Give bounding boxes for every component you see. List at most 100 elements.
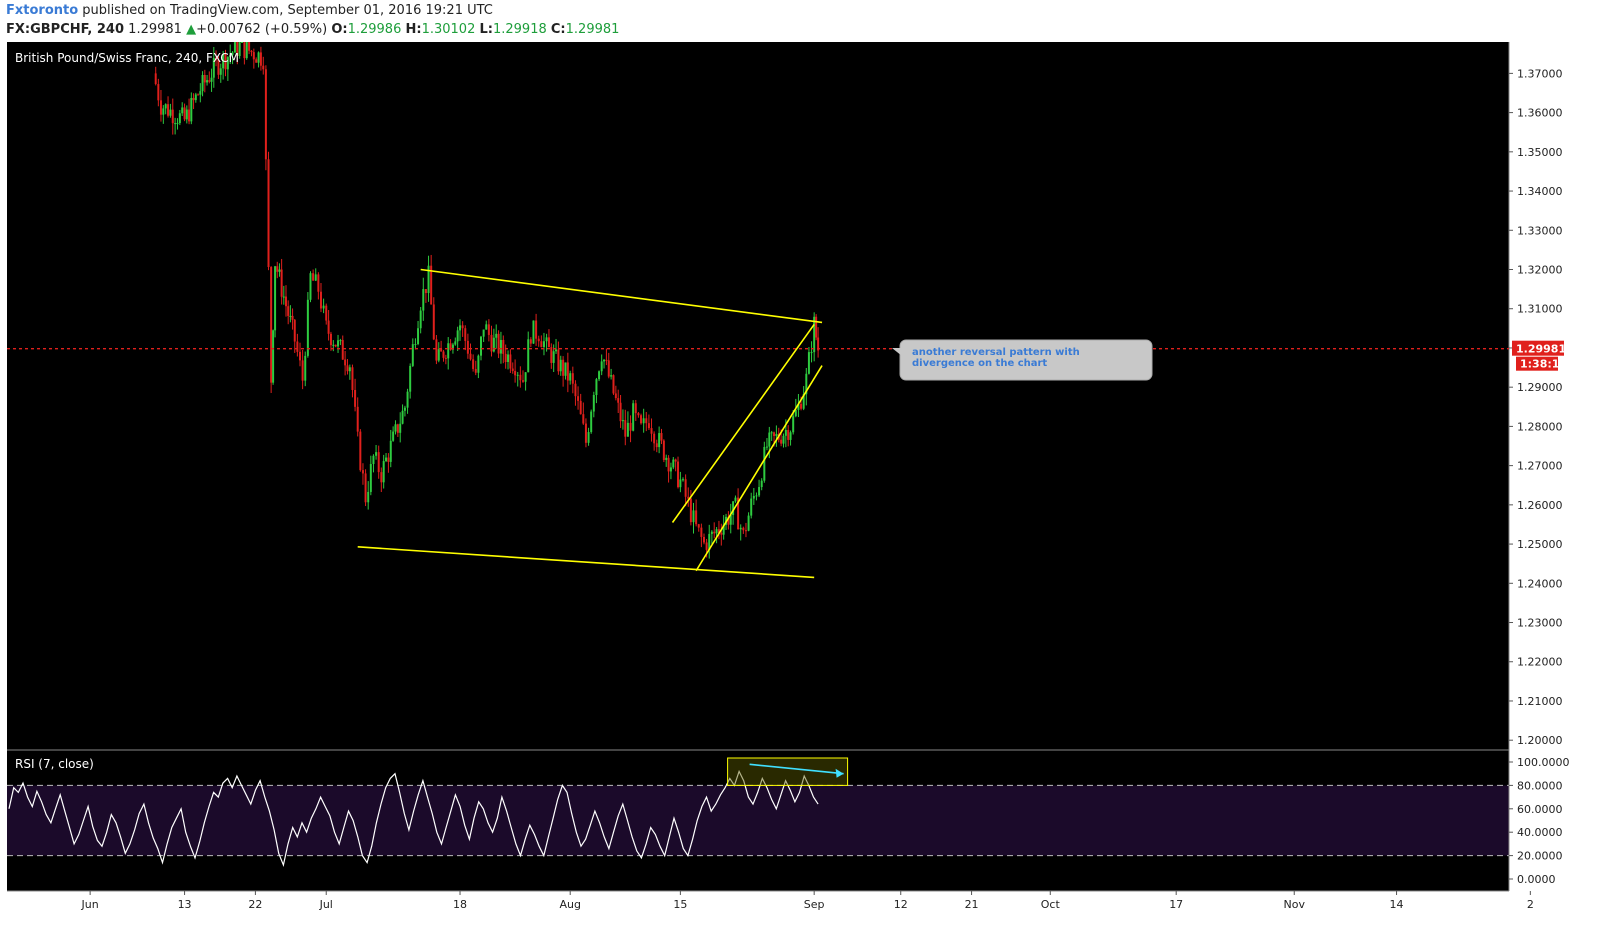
price-tick-label: 1.20000: [1517, 734, 1563, 747]
candle-body: [461, 325, 464, 329]
candle-body: [672, 459, 675, 468]
candle-body: [610, 375, 613, 377]
candle-body: [199, 91, 202, 95]
candle-body: [466, 340, 469, 354]
candle-body: [547, 337, 550, 348]
candle-body: [780, 439, 783, 444]
candle-body: [545, 337, 548, 342]
countdown-marker: [1516, 356, 1558, 371]
candle-body: [477, 355, 480, 373]
rsi-line: [8, 769, 819, 868]
candle-body: [637, 413, 640, 416]
candle-body: [259, 52, 262, 66]
candle-body: [598, 371, 601, 380]
author-link[interactable]: Fxtoronto: [6, 3, 79, 18]
candle-body: [181, 107, 184, 114]
candles-group: [7, 42, 1509, 559]
price-tick-label: 1.33000: [1517, 224, 1563, 237]
candle-body: [185, 109, 188, 120]
price-tick-label: 1.26000: [1517, 499, 1563, 512]
candle-body: [351, 367, 354, 390]
candle-body: [742, 527, 745, 531]
rsi-tick-label: 0.0000: [1517, 873, 1556, 886]
candle-body: [304, 355, 307, 381]
candle-body: [524, 372, 527, 382]
trendline: [357, 546, 815, 579]
candle-body: [375, 452, 378, 456]
candle-body: [257, 52, 260, 63]
candle-body: [372, 455, 375, 465]
candle-body: [590, 411, 593, 433]
candle-body: [171, 109, 174, 124]
candle-body: [532, 320, 535, 344]
candle-body: [612, 375, 615, 394]
candle-body: [752, 495, 755, 499]
candle-body: [389, 440, 392, 462]
candle-body: [626, 422, 629, 437]
candle-body: [301, 360, 304, 381]
candle-body: [582, 414, 585, 424]
candle-body: [629, 422, 632, 431]
trendline: [695, 365, 823, 572]
candle-body: [159, 100, 162, 115]
candle-body: [262, 65, 265, 70]
candle-body: [802, 394, 805, 409]
candle-body: [607, 360, 610, 377]
candle-body: [579, 400, 582, 415]
candle-body: [154, 73, 157, 85]
time-tick-label: Oct: [1041, 898, 1061, 911]
candle-body: [770, 432, 773, 434]
candle-body: [427, 265, 430, 294]
candle-body: [201, 74, 204, 92]
candle-body: [474, 368, 477, 373]
candle-body: [768, 432, 771, 447]
candle-body: [794, 409, 797, 417]
candle-body: [157, 84, 160, 101]
candle-body: [516, 374, 519, 376]
candle-body: [238, 42, 241, 57]
candle-body: [222, 54, 225, 69]
price-tick-label: 1.24000: [1517, 577, 1563, 590]
candle-body: [540, 341, 543, 348]
divergence-arrow: [749, 763, 844, 775]
candle-body: [624, 420, 627, 437]
annotation-text-line: another reversal pattern with: [912, 347, 1080, 358]
axes-group: [0, 42, 1623, 931]
candle-body: [183, 107, 186, 120]
candle-body: [600, 361, 603, 372]
candle-body: [162, 108, 165, 115]
candle-body: [248, 42, 251, 51]
candle-body: [380, 472, 383, 483]
candle-body: [689, 498, 692, 523]
time-tick-label: 15: [673, 898, 687, 911]
candle-body: [490, 334, 493, 352]
time-tick-label: 12: [894, 898, 908, 911]
candle-body: [653, 433, 656, 444]
candle-body: [287, 306, 290, 316]
candle-body: [542, 341, 545, 348]
candle-body: [592, 395, 595, 412]
candle-body: [787, 430, 790, 440]
trendlines-group: [357, 268, 823, 579]
countdown-label: 1:38:13: [1520, 358, 1567, 371]
candle-body: [396, 424, 399, 433]
time-tick-label: Nov: [1284, 898, 1306, 911]
candle-body: [817, 337, 820, 351]
candle-body: [178, 113, 181, 124]
price-tick-label: 1.25000: [1517, 538, 1563, 551]
candle-body: [401, 410, 404, 424]
candle-body: [642, 418, 645, 424]
publish-header: Fxtoronto published on TradingView.com, …: [0, 0, 1623, 42]
trendline: [671, 323, 815, 523]
rsi-tick-label: 80.0000: [1517, 779, 1563, 792]
candle-body: [411, 344, 414, 366]
candle-body: [306, 299, 309, 356]
candle-body: [236, 42, 239, 57]
last-price-label: 1.29981: [1516, 343, 1566, 356]
candle-body: [337, 340, 340, 347]
price-tick-label: 1.23000: [1517, 617, 1563, 630]
candle-body: [422, 289, 425, 311]
publish-line: Fxtoronto published on TradingView.com, …: [6, 3, 493, 18]
candle-body: [700, 527, 703, 537]
